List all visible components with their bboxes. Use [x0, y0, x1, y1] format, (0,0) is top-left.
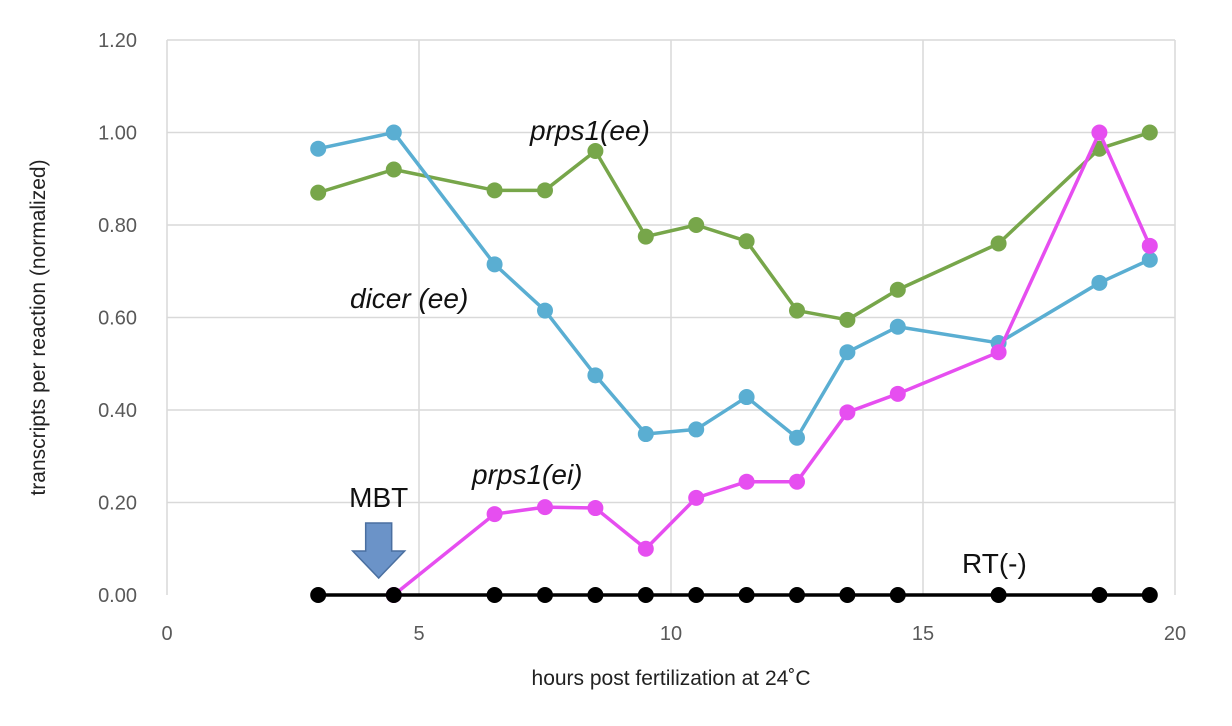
data-point	[738, 587, 755, 603]
y-tick-label: 0.40	[98, 400, 137, 422]
data-point	[587, 587, 604, 603]
data-point	[537, 182, 553, 199]
series-line	[317, 130, 1151, 322]
data-point	[637, 426, 654, 443]
x-tick-label: 15	[912, 623, 934, 645]
x-axis-title: hours post fertilization at 24˚C	[532, 667, 811, 690]
data-point	[637, 587, 654, 603]
data-point	[486, 506, 503, 523]
data-point	[789, 302, 805, 319]
series-rt	[310, 587, 1158, 603]
data-point	[688, 421, 705, 438]
data-point	[537, 302, 553, 319]
data-point	[310, 587, 327, 603]
data-point	[486, 587, 503, 603]
data-point	[839, 404, 856, 421]
data-point	[385, 587, 402, 603]
data-point	[688, 217, 705, 233]
y-tick-label: 0.00	[98, 585, 137, 607]
data-point	[990, 344, 1007, 361]
y-tick-label: 0.80	[98, 215, 137, 237]
series-dicer-ee	[310, 124, 1158, 446]
data-point	[839, 344, 856, 361]
y-tick-label: 1.20	[98, 30, 137, 52]
data-point	[688, 587, 705, 603]
data-point	[637, 540, 654, 557]
series-prps1-ei	[385, 124, 1158, 603]
data-point	[537, 587, 553, 603]
mbt-arrow-icon	[350, 522, 407, 580]
x-tick-label: 5	[413, 623, 424, 645]
data-point	[537, 499, 553, 516]
data-point	[486, 256, 503, 273]
y-tick-label: 0.20	[98, 493, 137, 515]
data-point	[385, 124, 402, 141]
data-point	[738, 473, 755, 490]
y-axis-title: transcripts per reaction (normalized)	[27, 159, 50, 495]
data-point	[789, 473, 805, 490]
data-point	[1141, 237, 1158, 254]
data-point	[1141, 587, 1158, 603]
data-point	[889, 587, 906, 603]
annotation-mbt: MBT	[349, 482, 408, 513]
data-point	[738, 233, 755, 250]
data-point	[385, 161, 402, 178]
data-point	[1091, 124, 1108, 141]
annotation-dicer-ee: dicer (ee)	[350, 283, 468, 314]
data-point	[1091, 274, 1108, 291]
data-point	[990, 235, 1007, 252]
gridlines	[166, 39, 1176, 595]
axis-ticks: 0.00 0.20 0.40 0.60 0.80 1.00 1.20 0 5 10 15 20	[98, 30, 1186, 645]
data-point	[1091, 587, 1108, 603]
annotation-prps1-ee: prps1(ee)	[529, 115, 650, 146]
x-tick-label: 20	[1164, 623, 1186, 645]
data-point	[1141, 124, 1158, 141]
data-point	[889, 318, 906, 335]
data-point	[990, 587, 1007, 603]
data-point	[889, 385, 906, 402]
data-point	[738, 389, 755, 406]
y-tick-label: 1.00	[98, 123, 137, 145]
x-tick-label: 10	[660, 623, 682, 645]
data-point	[789, 429, 805, 446]
data-point	[1141, 251, 1158, 268]
data-point	[486, 182, 503, 199]
data-point	[839, 311, 856, 328]
x-tick-label: 0	[161, 623, 172, 645]
series-lines	[310, 124, 1158, 603]
data-point	[587, 367, 604, 384]
data-point	[839, 587, 856, 603]
series-line	[317, 130, 1151, 440]
annotation-rt-minus: RT(-)	[962, 548, 1027, 579]
series-line	[392, 130, 1152, 597]
annotation-prps1-ei: prps1(ei)	[471, 459, 582, 490]
y-tick-label: 0.60	[98, 308, 137, 330]
data-point	[688, 489, 705, 506]
data-point	[637, 228, 654, 245]
data-point	[310, 184, 327, 201]
data-point	[587, 500, 604, 517]
series-prps1-ee	[310, 124, 1158, 328]
data-point	[789, 587, 805, 603]
data-point	[587, 143, 604, 159]
data-point	[889, 281, 906, 298]
data-point	[310, 140, 327, 157]
